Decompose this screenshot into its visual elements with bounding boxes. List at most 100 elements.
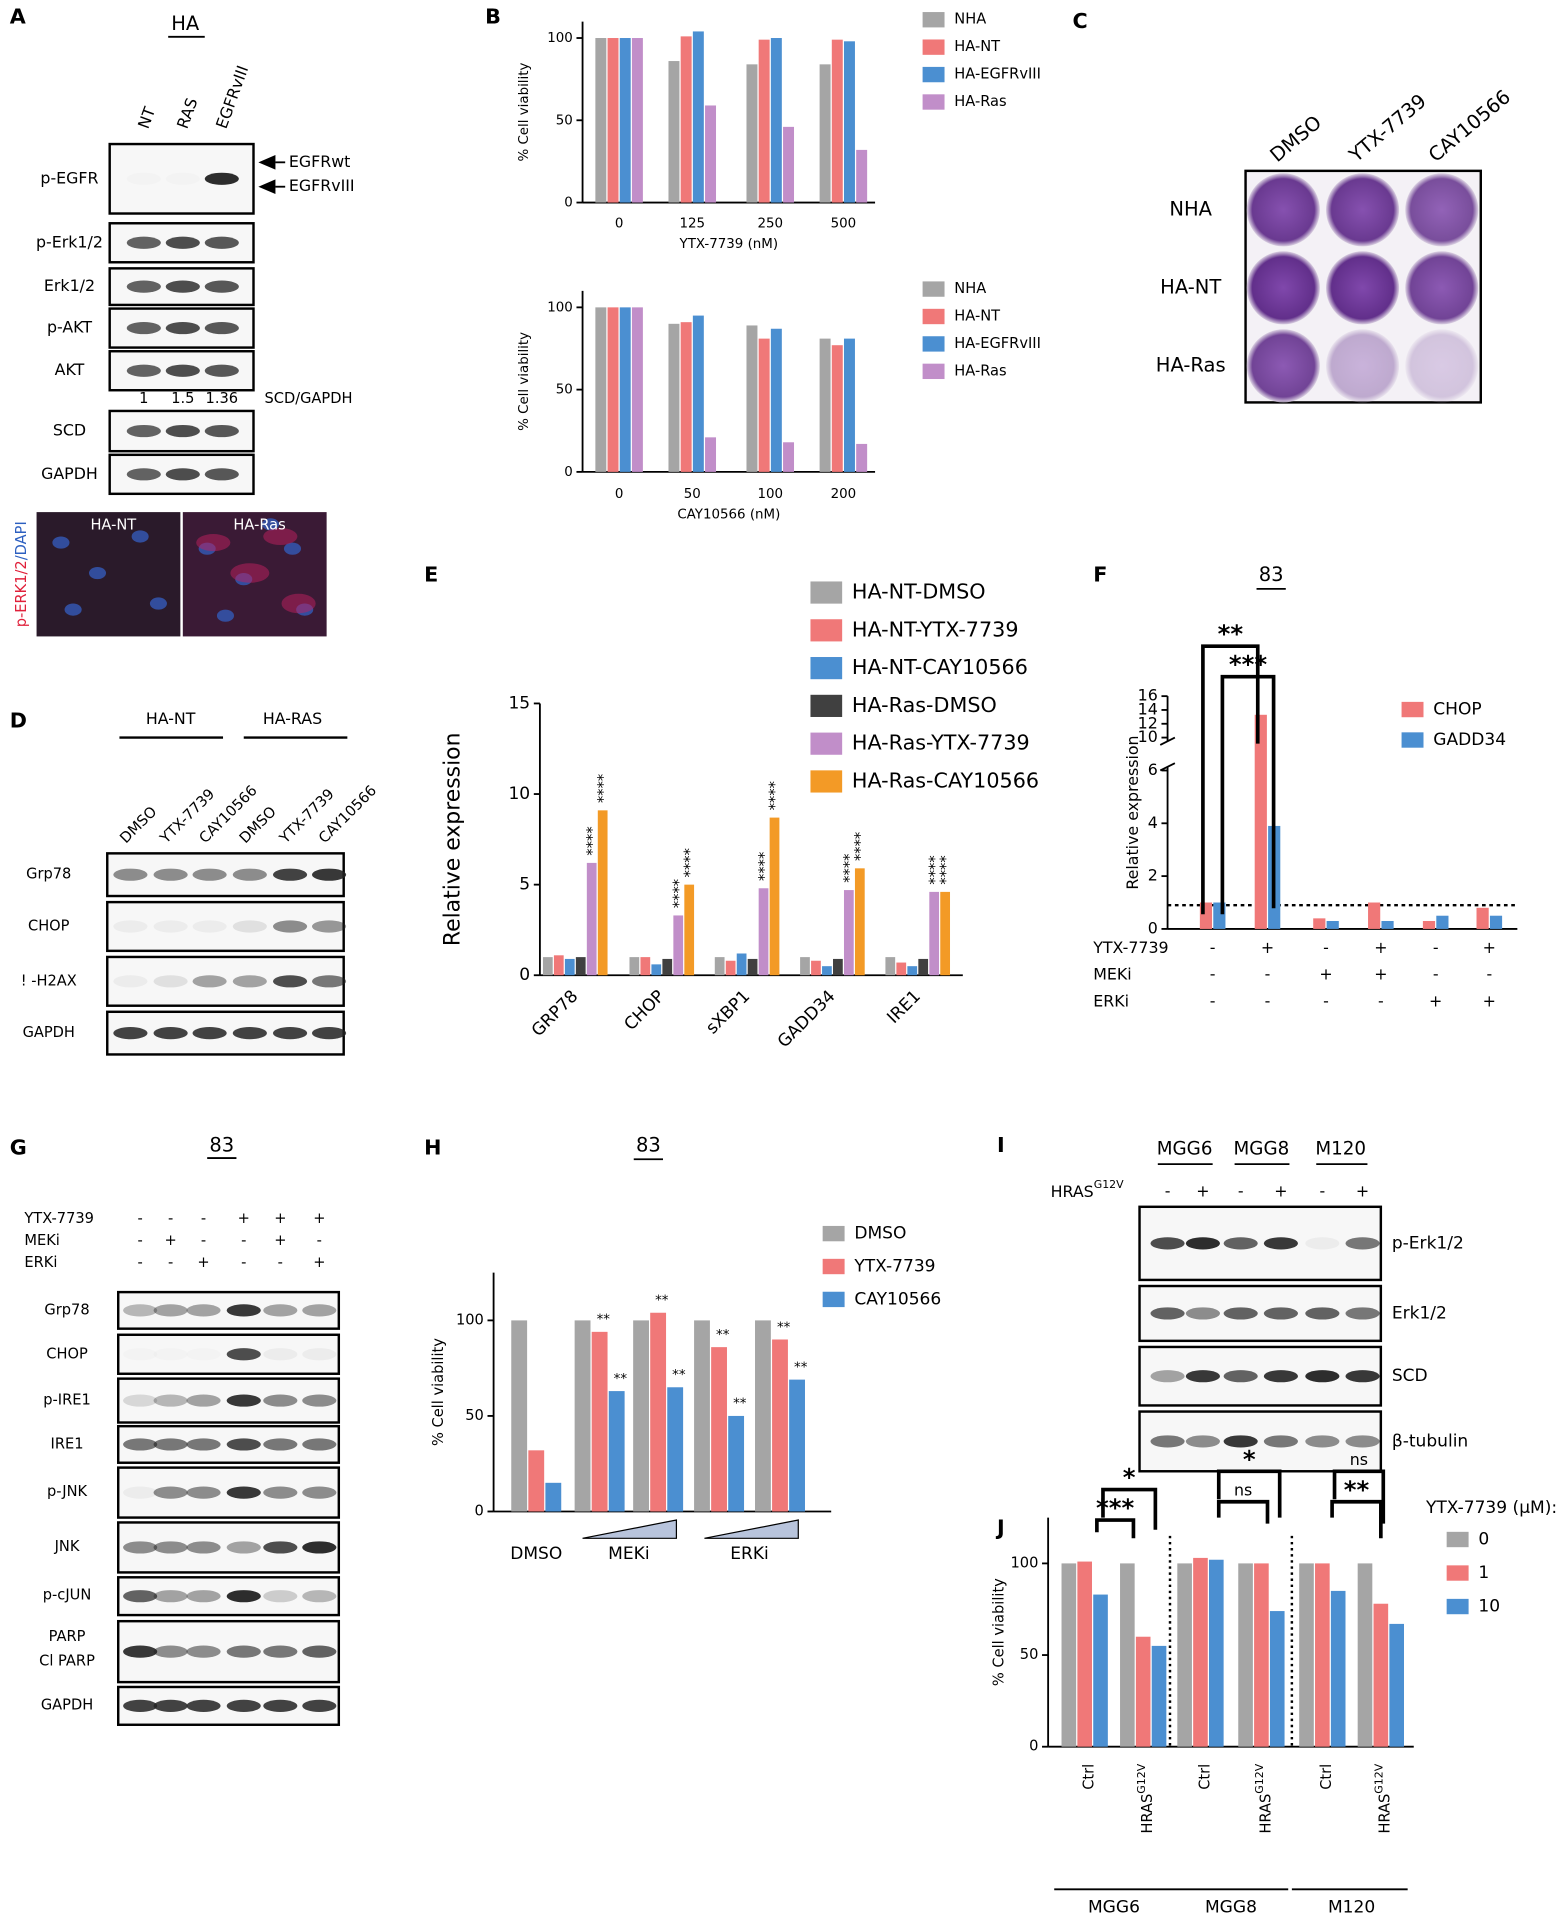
condition-sign: - xyxy=(168,1254,173,1271)
bar xyxy=(542,957,553,976)
legend-swatch xyxy=(922,12,945,28)
panel-letter: D xyxy=(10,709,27,733)
bar xyxy=(619,307,631,472)
bar xyxy=(1373,1603,1389,1747)
band xyxy=(186,1590,221,1603)
significance: **** xyxy=(670,879,687,908)
bar xyxy=(595,38,607,203)
band xyxy=(302,1348,337,1361)
legend-swatch xyxy=(810,694,843,717)
band xyxy=(153,975,188,988)
band xyxy=(123,1394,158,1407)
blot xyxy=(117,1333,341,1375)
bar xyxy=(633,1320,649,1512)
column-label: CAY10566 xyxy=(1424,85,1515,167)
bar xyxy=(1422,921,1436,929)
condition-sign: - xyxy=(1165,1182,1171,1201)
bar xyxy=(854,868,865,976)
bar xyxy=(1381,921,1394,929)
bar xyxy=(831,345,843,472)
band xyxy=(166,173,200,185)
band xyxy=(273,920,308,933)
group-label: MGG6 xyxy=(1088,1898,1140,1918)
bar xyxy=(553,955,564,976)
blot xyxy=(1138,1345,1383,1407)
band xyxy=(1263,1435,1298,1448)
significance: *** xyxy=(1229,650,1267,679)
blot xyxy=(106,900,345,953)
row-label: p-EGFR xyxy=(40,168,98,187)
band xyxy=(1150,1237,1185,1250)
band xyxy=(263,1486,298,1499)
legend-label: 1 xyxy=(1478,1563,1489,1583)
y-tick-label: 10 xyxy=(508,784,530,804)
legend-swatch xyxy=(822,1291,845,1308)
condition-sign: - xyxy=(1210,992,1216,1011)
legend-label: HA-Ras xyxy=(954,362,1006,379)
row-label: CHOP xyxy=(46,1345,88,1362)
band xyxy=(232,868,267,881)
condition-sign: + xyxy=(274,1232,286,1249)
legend-swatch xyxy=(922,363,945,380)
row-label: GAPDH xyxy=(41,464,98,483)
bar xyxy=(772,1339,788,1512)
bar xyxy=(747,958,758,976)
band xyxy=(186,1645,221,1658)
sig-bracket xyxy=(1216,1499,1270,1524)
bar xyxy=(631,307,643,472)
condition-sign: - xyxy=(1433,938,1439,957)
significance: **** xyxy=(852,832,869,861)
panel-letter: F xyxy=(1093,562,1107,586)
bar xyxy=(783,126,795,203)
condition-label: ERKi xyxy=(24,1254,57,1271)
sig-bracket xyxy=(1220,674,1276,915)
band xyxy=(226,1699,261,1712)
bar xyxy=(1330,1590,1346,1747)
label: MGG6 xyxy=(1157,1139,1213,1160)
bar xyxy=(705,437,717,472)
group-label: ERKi xyxy=(730,1544,769,1564)
bar xyxy=(564,958,575,976)
legend-swatch xyxy=(922,281,945,297)
bar xyxy=(789,1379,805,1512)
x-tick-label: GRP78 xyxy=(528,986,582,1040)
condition-label: HRASG12V xyxy=(1051,1178,1125,1201)
y-tick-label: 10 xyxy=(1138,727,1158,746)
bar xyxy=(769,817,780,976)
band xyxy=(263,1699,298,1712)
band xyxy=(113,920,148,933)
row-label: Erk1/2 xyxy=(1392,1303,1447,1323)
band xyxy=(1185,1307,1220,1320)
bar xyxy=(746,325,758,472)
row-label: CHOP xyxy=(28,917,70,934)
panel-letter: I xyxy=(997,1133,1005,1157)
bar xyxy=(1315,1563,1330,1747)
band xyxy=(113,975,148,988)
lane-label: EGFRvIII xyxy=(212,63,252,131)
significance: ** xyxy=(1344,1475,1370,1504)
y-tick-label: 100 xyxy=(456,1311,484,1328)
significance: ** xyxy=(794,1360,808,1375)
ras-stain xyxy=(196,527,316,614)
band xyxy=(153,1304,188,1317)
bar xyxy=(843,41,855,203)
y-axis-label: % Cell viability xyxy=(990,1578,1007,1686)
legend-swatch xyxy=(810,657,843,680)
x-tick-label: 100 xyxy=(757,487,783,502)
chart-title: 83 xyxy=(1259,563,1284,586)
bar xyxy=(668,323,680,472)
condition-sign: + xyxy=(1374,938,1387,957)
x-tick-label: IRE1 xyxy=(883,986,924,1027)
band xyxy=(153,1590,188,1603)
band xyxy=(1185,1435,1220,1448)
bar xyxy=(1061,1563,1077,1747)
band xyxy=(302,1699,337,1712)
legend-label: HA-NT xyxy=(954,38,1000,55)
band xyxy=(1223,1237,1258,1250)
y-tick-label: 0 xyxy=(564,196,573,211)
y-axis-label: Relative expression xyxy=(1123,735,1142,889)
bar xyxy=(856,443,868,472)
bar xyxy=(597,810,608,976)
panel-letter: G xyxy=(10,1135,27,1159)
x-tick-label: GADD34 xyxy=(774,986,840,1052)
